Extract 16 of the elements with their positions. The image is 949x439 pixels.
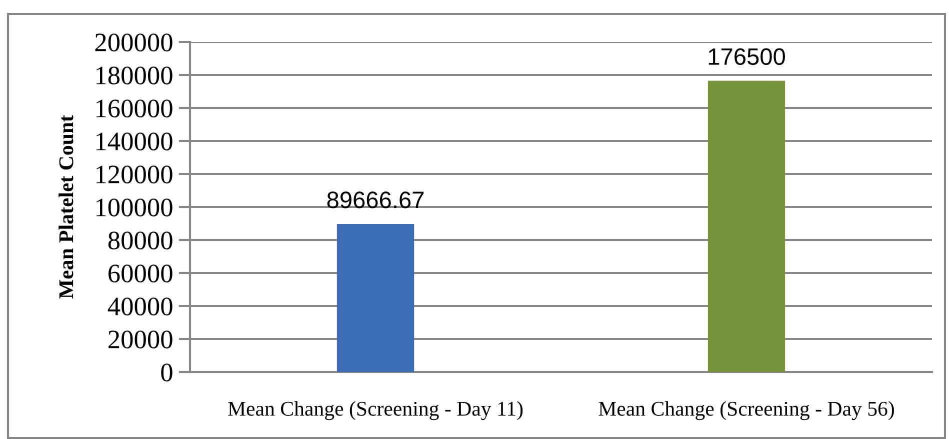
y-tick-label: 200000 <box>95 34 172 52</box>
x-tick-label: Mean Change (Screening - Day 56) <box>598 401 894 420</box>
y-axis-title: Mean Platelet Count <box>58 115 74 299</box>
y-tick-label: 0 <box>161 364 172 382</box>
x-tick-label: Mean Change (Screening - Day 11) <box>228 401 523 420</box>
y-tick-label: 20000 <box>108 330 172 348</box>
data-label: 176500 <box>708 48 785 65</box>
y-tick-label: 80000 <box>108 232 172 250</box>
y-tick-label: 140000 <box>96 132 172 150</box>
y-tick-label: 60000 <box>108 264 172 282</box>
y-tick-label: 40000 <box>108 298 172 316</box>
data-label: 89666.67 <box>327 192 424 208</box>
y-tick-label: 100000 <box>96 198 172 216</box>
y-tick-label: 120000 <box>96 166 172 184</box>
y-tick-label: 160000 <box>96 100 172 118</box>
y-tick-label: 180000 <box>96 66 172 84</box>
